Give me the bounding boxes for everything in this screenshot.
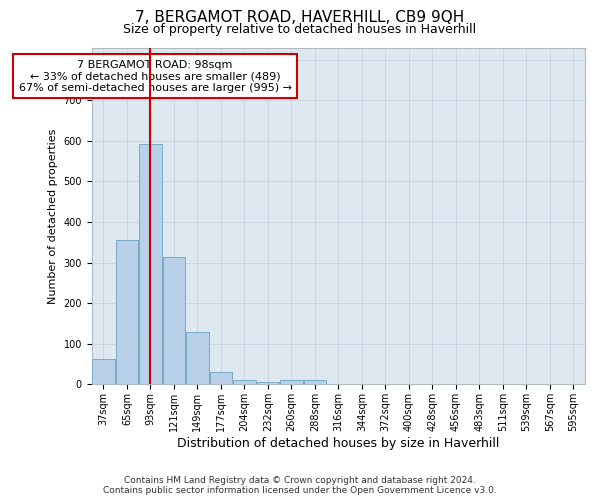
Bar [139, 144, 161, 384]
X-axis label: Distribution of detached houses by size in Haverhill: Distribution of detached houses by size … [177, 437, 500, 450]
Text: 7 BERGAMOT ROAD: 98sqm
← 33% of detached houses are smaller (489)
67% of semi-de: 7 BERGAMOT ROAD: 98sqm ← 33% of detached… [19, 60, 292, 93]
Bar [257, 382, 279, 384]
Text: Contains HM Land Registry data © Crown copyright and database right 2024.
Contai: Contains HM Land Registry data © Crown c… [103, 476, 497, 495]
Text: 7, BERGAMOT ROAD, HAVERHILL, CB9 9QH: 7, BERGAMOT ROAD, HAVERHILL, CB9 9QH [136, 10, 464, 25]
Bar [116, 240, 138, 384]
Bar [304, 380, 326, 384]
Bar [233, 380, 256, 384]
Bar [163, 256, 185, 384]
Bar [186, 332, 209, 384]
Text: Size of property relative to detached houses in Haverhill: Size of property relative to detached ho… [124, 22, 476, 36]
Bar [280, 380, 302, 384]
Bar [92, 359, 115, 384]
Y-axis label: Number of detached properties: Number of detached properties [48, 128, 58, 304]
Bar [210, 372, 232, 384]
